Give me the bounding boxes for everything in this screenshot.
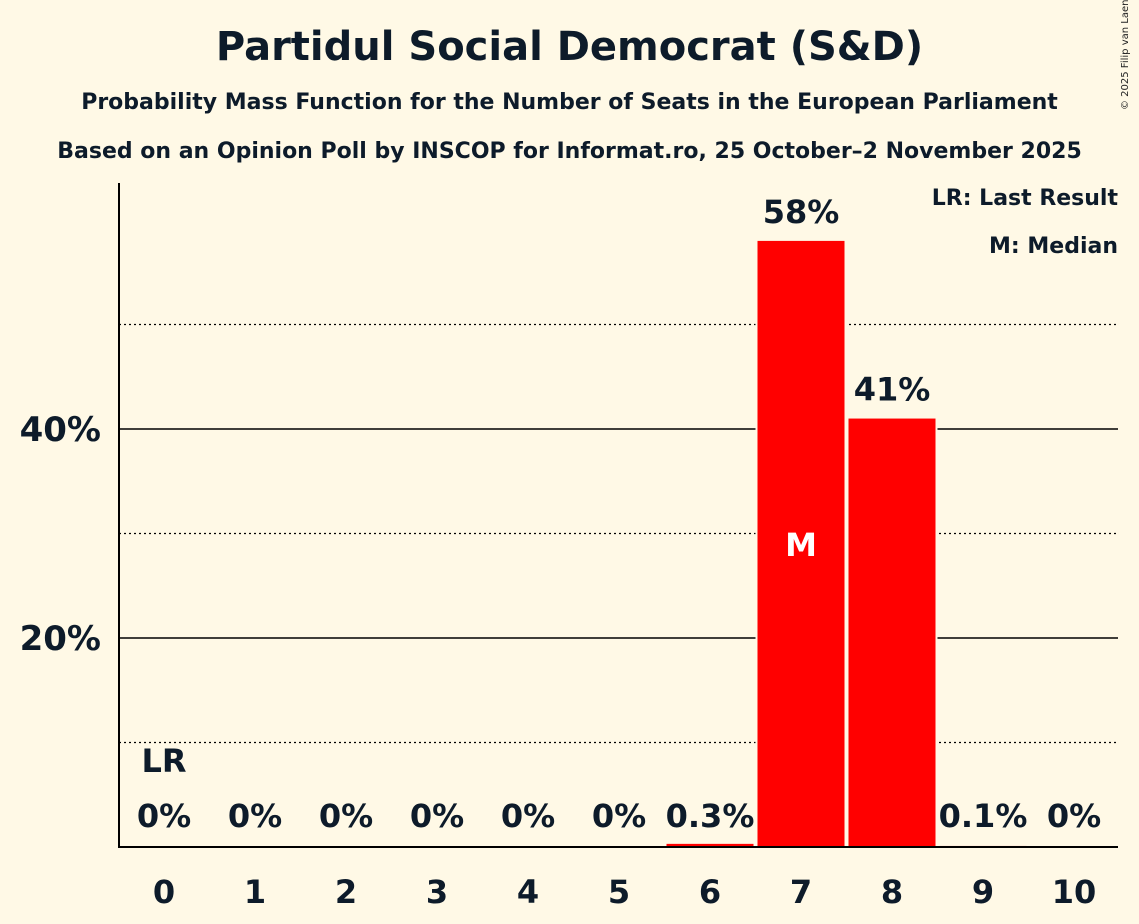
y-tick-label-20: 20% — [20, 619, 101, 659]
value-label-seat-2: 0% — [319, 797, 373, 835]
x-tick-label-1: 1 — [244, 873, 266, 911]
x-tick-label-5: 5 — [608, 873, 630, 911]
x-tick-label-8: 8 — [881, 873, 903, 911]
x-tick-label-7: 7 — [790, 873, 812, 911]
value-label-seat-9: 0.1% — [939, 797, 1028, 835]
value-label-seat-3: 0% — [410, 797, 464, 835]
last-result-marker: LR — [141, 742, 186, 780]
value-label-seat-8: 41% — [854, 371, 931, 409]
x-tick-label-9: 9 — [972, 873, 994, 911]
value-label-seat-4: 0% — [501, 797, 555, 835]
value-label-seat-0: 0% — [137, 797, 191, 835]
x-tick-label-6: 6 — [699, 873, 721, 911]
x-tick-label-3: 3 — [426, 873, 448, 911]
y-tick-label-40: 40% — [20, 410, 101, 450]
bar-seat-7 — [757, 240, 845, 847]
value-label-seat-6: 0.3% — [666, 797, 755, 835]
chart-subtitle: Probability Mass Function for the Number… — [81, 90, 1058, 115]
bar-seat-6 — [666, 843, 754, 847]
legend-last-result: LR: Last Result — [931, 186, 1118, 211]
x-tick-label-10: 10 — [1052, 873, 1097, 911]
median-marker: M — [785, 526, 817, 564]
x-tick-label-4: 4 — [517, 873, 539, 911]
x-tick-label-2: 2 — [335, 873, 357, 911]
legend-median: M: Median — [989, 234, 1118, 259]
chart-title: Partidul Social Democrat (S&D) — [215, 24, 924, 70]
chart-source-line: Based on an Opinion Poll by INSCOP for I… — [57, 139, 1082, 164]
bar-seat-8 — [848, 418, 936, 847]
value-label-seat-5: 0% — [592, 797, 646, 835]
value-label-seat-10: 0% — [1047, 797, 1101, 835]
value-label-seat-1: 0% — [228, 797, 282, 835]
value-label-seat-7: 58% — [763, 193, 840, 231]
x-tick-label-0: 0 — [153, 873, 175, 911]
